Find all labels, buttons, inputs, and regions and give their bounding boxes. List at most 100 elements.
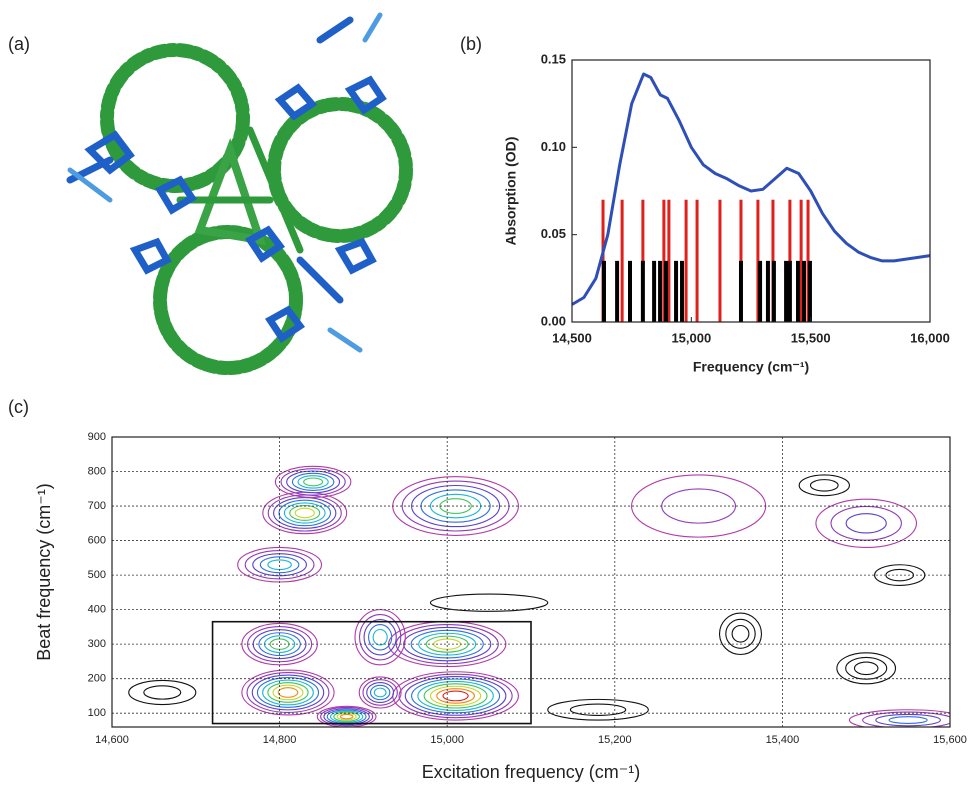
contour-ring <box>241 669 335 716</box>
x-axis-title: Excitation frequency (cm⁻¹) <box>422 762 641 782</box>
y-axis-title: Beat frequency (cm⁻¹) <box>34 483 54 661</box>
stick <box>615 260 620 322</box>
stick <box>620 199 624 322</box>
contour-ring <box>259 556 300 574</box>
x-tick-label: 15,200 <box>598 734 632 746</box>
highlight-box <box>211 620 532 725</box>
plot-frame <box>111 436 951 728</box>
contour-ring <box>439 498 472 514</box>
y-tick-label: 700 <box>88 500 106 512</box>
contour-ring <box>836 652 897 685</box>
contour-ring <box>368 623 393 651</box>
contour-ring <box>798 474 850 497</box>
contour-ring <box>809 479 839 492</box>
x-tick-label: 14,800 <box>263 734 297 746</box>
y-tick-label: 0.05 <box>541 226 566 241</box>
contour-ring <box>429 685 482 707</box>
contour-ring <box>358 676 402 709</box>
y-tick-label: 0.15 <box>541 51 566 66</box>
x-tick-label: 15,000 <box>430 734 464 746</box>
contour-ring <box>303 477 324 487</box>
stick <box>801 260 806 322</box>
contour-ring <box>286 470 341 494</box>
contour-ring <box>272 684 304 701</box>
y-axis-title: Absorption (OD) <box>503 137 519 246</box>
contour-ring <box>845 513 887 534</box>
stick <box>680 260 685 322</box>
stick <box>664 260 669 322</box>
contour-ring <box>547 698 649 721</box>
absorption-line <box>571 72 931 306</box>
contour-ring <box>436 688 475 704</box>
contour-ring <box>358 614 402 661</box>
contour-ring <box>262 679 314 706</box>
contour-ring <box>853 661 879 676</box>
stick <box>718 199 722 322</box>
contour-ring <box>246 672 330 713</box>
stick <box>667 199 671 322</box>
stick <box>652 260 657 322</box>
y-tick-label: 0.10 <box>541 139 566 154</box>
contour-ring <box>417 680 494 711</box>
contour-ring <box>262 491 348 535</box>
contour-ring <box>830 505 902 541</box>
stick <box>799 199 803 322</box>
panel-label: (a) <box>8 34 30 54</box>
contour-ring <box>280 468 346 496</box>
contour-ring <box>291 472 335 491</box>
contour-ring <box>362 679 398 706</box>
x-tick-label: 15,500 <box>791 330 831 345</box>
panel-label: (c) <box>8 397 29 417</box>
y-tick-label: 200 <box>88 673 106 685</box>
y-tick-label: 600 <box>88 534 106 546</box>
contour-ring <box>128 679 197 706</box>
stick <box>684 199 688 322</box>
contour-ring <box>725 618 756 649</box>
stick <box>758 260 763 322</box>
stick <box>787 260 792 322</box>
y-tick-label: 100 <box>88 707 106 719</box>
stick <box>765 260 770 322</box>
contour-ring <box>423 683 488 709</box>
contour-ring <box>336 712 357 721</box>
contour-ring <box>363 619 397 656</box>
contour-ring <box>373 687 387 698</box>
absorption-panel: (b) 14,500 15,000 15,500 16,000 0.00 0.05 0.10 0… <box>460 34 950 375</box>
contour-ring <box>411 484 501 528</box>
x-tick-label: 14,600 <box>95 734 129 746</box>
contour-ring <box>848 709 950 727</box>
contour-ring <box>372 628 388 646</box>
contour-ring <box>329 710 364 723</box>
contour-ring <box>278 499 332 527</box>
y-tick-label: 900 <box>88 431 106 443</box>
stick <box>695 199 699 322</box>
panel-label: (b) <box>460 34 482 54</box>
stick <box>674 260 679 322</box>
contour-ring <box>143 685 182 700</box>
contour-ring <box>369 684 391 701</box>
contour-ring <box>294 507 315 519</box>
contour-ring <box>404 676 507 716</box>
contour-ring <box>339 713 354 720</box>
x-tick-label: 14,500 <box>552 330 592 345</box>
stick <box>662 199 666 322</box>
stick <box>784 260 789 322</box>
y-tick-label: 800 <box>88 465 106 477</box>
contour-ring <box>569 703 627 716</box>
contour-ring <box>815 498 918 549</box>
contour-ring <box>251 674 325 711</box>
plot-frame <box>571 59 931 323</box>
beat-map-panel: (c) 14,600 14,800 15,000 15,200 15,400 15,600 1… <box>8 397 967 782</box>
stick <box>738 260 743 322</box>
stick <box>640 260 645 322</box>
stick <box>771 260 776 322</box>
contour-ring <box>354 609 406 666</box>
y-tick-label: 500 <box>88 569 106 581</box>
stick <box>756 199 760 322</box>
x-tick-label: 15,000 <box>671 330 711 345</box>
x-tick-label: 16,000 <box>910 330 950 345</box>
contour-ring <box>316 705 377 727</box>
contour-ring <box>888 716 928 725</box>
contour-ring <box>283 502 326 524</box>
